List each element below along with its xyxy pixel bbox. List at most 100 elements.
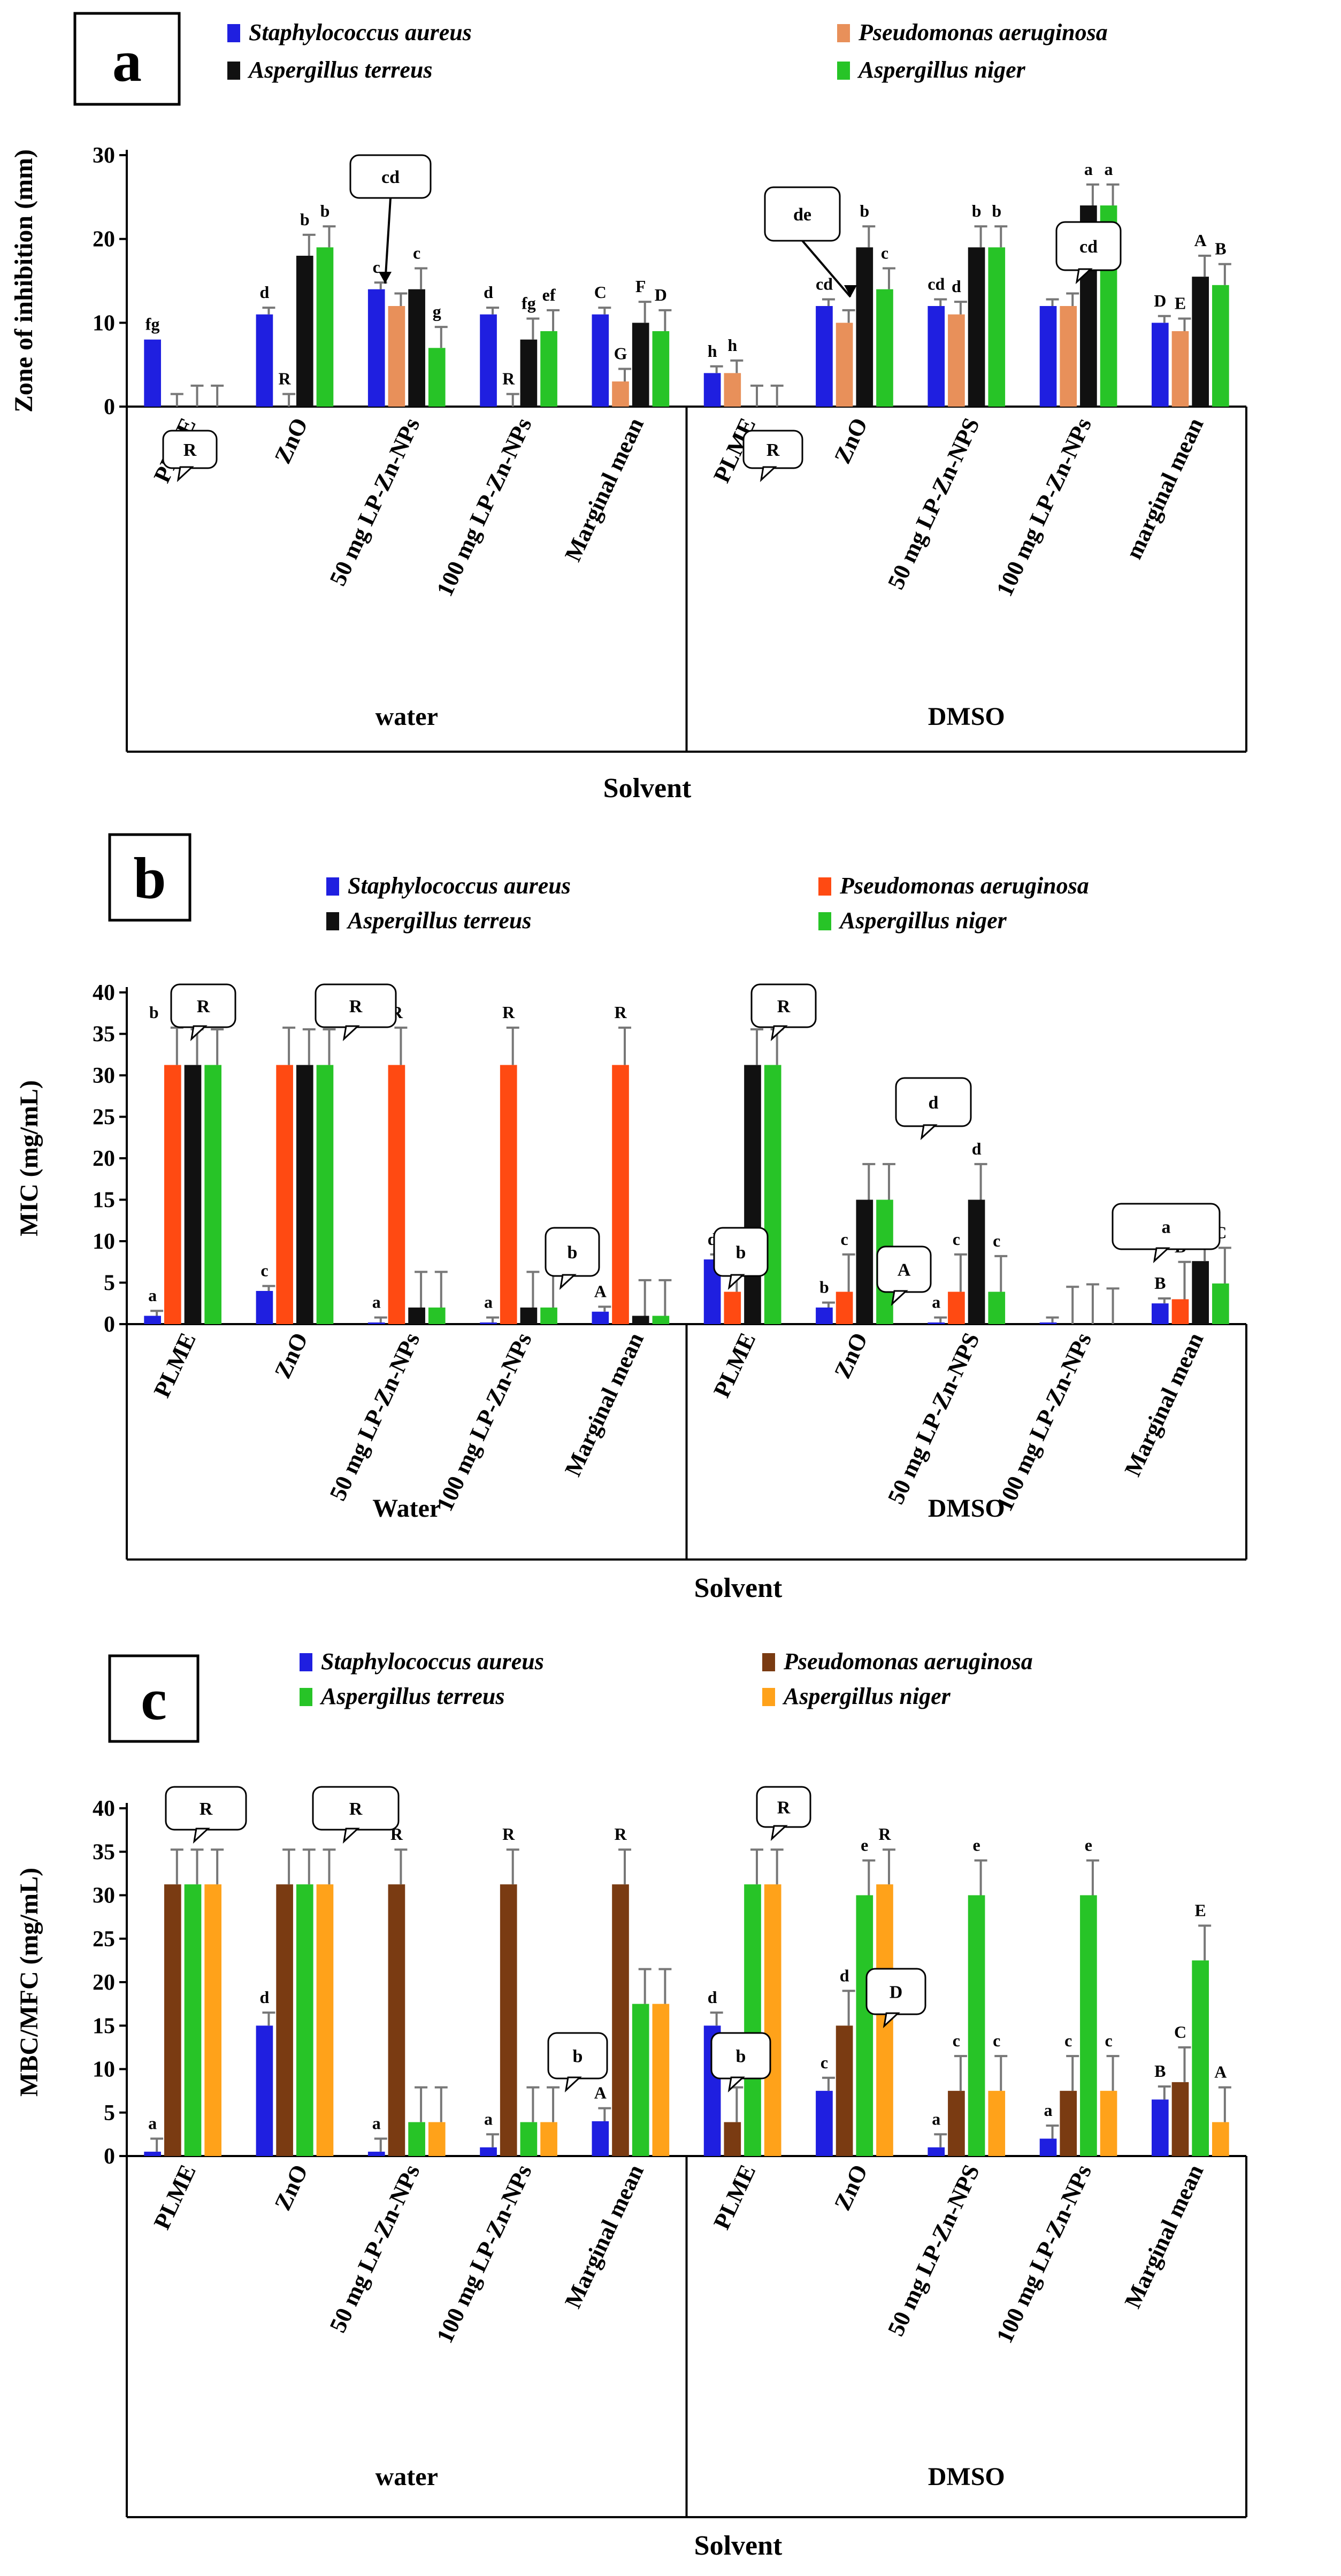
callout-tail <box>177 466 194 483</box>
bar <box>480 2147 497 2156</box>
bar <box>1192 1960 1209 2156</box>
significance-letter: b <box>320 201 330 220</box>
callout-label: cd <box>381 167 400 187</box>
y-tick-label: 10 <box>93 1229 115 1254</box>
callout-tail <box>342 1828 360 1844</box>
significance-letter: c <box>821 2053 828 2072</box>
x-axis-title: Solvent <box>694 2531 783 2561</box>
bar <box>948 1291 965 1324</box>
legend-label: Pseudomonas aeruginosa <box>858 19 1108 45</box>
legend-label: Aspergillus niger <box>782 1683 951 1709</box>
significance-letter: a <box>148 2114 157 2133</box>
bar <box>856 1199 873 1324</box>
bar <box>144 339 161 407</box>
group-label: Water <box>372 1494 441 1523</box>
callout-tail <box>1153 1247 1170 1264</box>
significance-letter: E <box>1195 1900 1206 1920</box>
y-tick-label: 25 <box>93 1105 115 1130</box>
significance-letter: d <box>972 1139 982 1158</box>
bar <box>652 1316 670 1324</box>
legend-swatch <box>227 62 240 80</box>
significance-letter: a <box>484 2109 493 2128</box>
category-label: Marginal mean <box>560 1329 649 1480</box>
category-label: ZnO <box>829 414 873 468</box>
category-label: PLME <box>149 2161 201 2234</box>
bar <box>1060 306 1077 407</box>
bar <box>948 2091 965 2156</box>
callout-label: A <box>898 1260 911 1280</box>
significance-letter: b <box>992 201 1001 220</box>
bar <box>1212 2122 1229 2156</box>
bar <box>1152 1303 1169 1324</box>
significance-letter: d <box>840 1966 849 1985</box>
callout-label: b <box>736 1243 746 1263</box>
bar <box>632 2004 649 2156</box>
significance-letter: b <box>819 1278 829 1297</box>
significance-letter: G <box>614 344 627 363</box>
bar <box>968 1199 985 1324</box>
callout-arrow <box>384 197 392 284</box>
significance-letter: a <box>932 1293 940 1312</box>
category-label: 50 mg LP-Zn-NPS <box>883 2161 985 2340</box>
bar <box>764 1065 781 1324</box>
bar <box>988 1291 1006 1324</box>
significance-letter: d <box>260 1988 270 2007</box>
significance-letter: a <box>484 1293 493 1312</box>
bar <box>1039 2138 1057 2156</box>
significance-letter: B <box>1154 2061 1166 2081</box>
bar <box>652 2004 670 2156</box>
significance-letter: a <box>372 2114 381 2133</box>
bar <box>592 2121 609 2156</box>
bar <box>367 1322 385 1324</box>
legend-label: Pseudomonas aeruginosa <box>783 1648 1033 1675</box>
bar <box>256 314 273 407</box>
callout-tail <box>891 1290 908 1306</box>
significance-letter: R <box>279 369 292 388</box>
bar <box>612 1065 629 1324</box>
significance-letter: A <box>594 2083 607 2103</box>
bar <box>856 1895 873 2156</box>
bar <box>1212 1283 1229 1324</box>
significance-letter: B <box>1215 239 1226 258</box>
bar <box>480 314 497 407</box>
callout-label: d <box>929 1093 939 1113</box>
bar <box>612 381 629 407</box>
category-label: Marginal mean <box>1120 2161 1209 2312</box>
category-label: 50 mg LP-Zn-NPs <box>324 2161 425 2337</box>
callout-tail <box>564 2076 582 2093</box>
group-label: water <box>376 702 438 731</box>
significance-letter: e <box>1085 1836 1092 1855</box>
legend-swatch <box>818 912 831 930</box>
callout-label: D <box>890 1983 903 2002</box>
bar <box>836 1291 853 1324</box>
callout-label: R <box>767 440 780 460</box>
bar <box>744 1884 761 2156</box>
callout-arrow <box>801 240 852 298</box>
bar <box>520 2122 538 2156</box>
group-label: water <box>376 2463 438 2491</box>
bar <box>592 1311 609 1324</box>
callout-label: R <box>183 440 197 460</box>
bar <box>367 2151 385 2156</box>
legend-label: Aspergillus niger <box>857 57 1026 83</box>
category-label: Marginal mean <box>560 414 649 565</box>
significance-letter: c <box>993 1231 1000 1250</box>
callout-tail <box>190 1025 208 1042</box>
bar <box>632 323 649 407</box>
bar <box>540 2122 557 2156</box>
category-label: PLME <box>708 1329 761 1402</box>
bar <box>744 1065 761 1324</box>
y-tick-label: 5 <box>104 2101 115 2126</box>
significance-letter: a <box>1044 2100 1053 2120</box>
y-tick-label: 20 <box>93 1970 115 1995</box>
bar <box>540 1308 557 1324</box>
legend-label: Aspergillus terreus <box>247 57 433 83</box>
bar <box>316 247 334 407</box>
significance-letter: a <box>372 1293 381 1312</box>
significance-letter: b <box>972 201 982 220</box>
category-label: ZnO <box>829 2161 873 2215</box>
bar <box>836 2025 853 2156</box>
category-label: ZnO <box>270 2161 313 2215</box>
bar <box>540 331 557 407</box>
legend-label: Aspergillus niger <box>838 907 1007 934</box>
